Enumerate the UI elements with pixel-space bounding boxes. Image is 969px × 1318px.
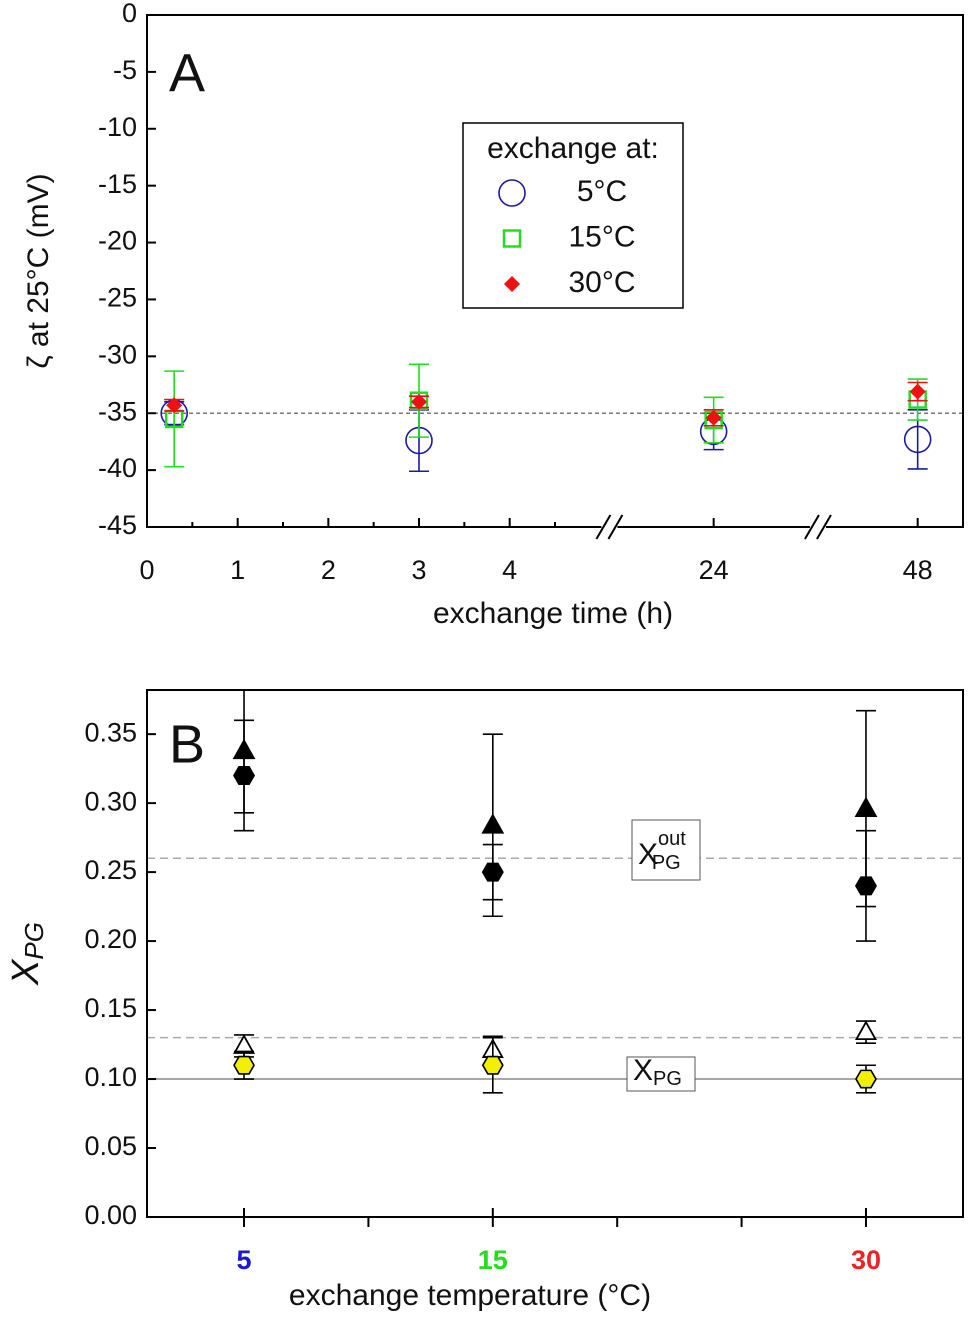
legend-label: 30°C	[568, 266, 635, 299]
legend-title: exchange at:	[487, 132, 659, 165]
marker	[855, 1069, 877, 1089]
annotation: Xout PG	[638, 828, 686, 874]
y-axis-label-sub: PG	[19, 922, 49, 960]
marker	[166, 397, 183, 414]
y-axis-label-text: X	[5, 958, 47, 986]
marker	[909, 383, 926, 400]
x-tick-label: 24	[699, 555, 729, 585]
y-tick-label: -20	[98, 226, 137, 256]
legend-label: 5°C	[577, 175, 627, 208]
y-axis-label: XPG	[5, 922, 49, 986]
y-tick-label: 0.35	[84, 717, 137, 747]
marker	[854, 1020, 878, 1041]
y-tick-label: -45	[98, 510, 137, 540]
x-tick-label: 15	[478, 1245, 508, 1275]
y-tick-label: 0.25	[84, 855, 137, 885]
marker	[481, 1055, 504, 1075]
y-axis-label-text: ζ at 25°C (mV)	[22, 173, 55, 368]
annotation-box	[631, 819, 701, 881]
panel-label: A	[169, 43, 205, 103]
legend-box	[462, 122, 684, 309]
annotation-text: X	[638, 838, 658, 871]
axis-break-mark	[595, 514, 612, 540]
annotation-sub: PG	[652, 852, 681, 874]
axis-break-gap	[809, 524, 826, 530]
y-tick-label: 0.15	[84, 993, 137, 1023]
marker	[481, 813, 505, 834]
marker	[903, 425, 932, 454]
annotation: XPG	[633, 1054, 682, 1090]
x-tick-label: 2	[321, 555, 336, 585]
plot-frame	[146, 689, 964, 1218]
y-tick-label: -25	[98, 283, 137, 313]
y-tick-label: 0.20	[84, 924, 137, 954]
annotation-text: X	[633, 1054, 653, 1087]
y-tick-label: 0	[122, 0, 137, 28]
x-tick-label: 3	[411, 555, 426, 585]
x-axis-label: exchange time (h)	[433, 597, 673, 630]
y-tick-label: 0.10	[84, 1062, 137, 1092]
marker	[232, 1034, 256, 1054]
marker	[233, 1055, 255, 1075]
y-tick-label: 0.30	[84, 786, 137, 816]
y-tick-label: -35	[98, 396, 137, 426]
annotation-box	[626, 1056, 696, 1092]
x-tick-label: 0	[139, 555, 154, 585]
y-tick-label: -15	[98, 169, 137, 199]
marker	[705, 409, 722, 426]
annotation-sub: PG	[653, 1068, 682, 1090]
annotation-sup: out	[658, 828, 686, 850]
y-tick-label: -30	[98, 339, 137, 369]
legend-label: 15°C	[568, 220, 635, 253]
marker	[498, 179, 526, 207]
y-tick-label: 0.00	[84, 1200, 137, 1230]
axis-break-mark	[816, 514, 832, 540]
marker	[411, 393, 427, 410]
y-tick-label: 0.05	[84, 1131, 137, 1161]
x-tick-label: 5	[237, 1245, 252, 1275]
y-tick-label: -10	[98, 112, 137, 142]
x-tick-label: 1	[230, 555, 245, 585]
marker	[854, 796, 878, 818]
x-tick-label: 48	[903, 555, 933, 585]
y-tick-label: -5	[113, 55, 137, 85]
x-tick-label: 4	[502, 555, 517, 585]
marker	[502, 229, 522, 248]
y-tick-label: -40	[98, 453, 137, 483]
axis-break-mark	[607, 514, 624, 540]
axis-break-mark	[804, 514, 820, 540]
error-bar	[164, 370, 185, 468]
panel-label: B	[169, 714, 205, 774]
y-axis-label: ζ at 25°C (mV)	[22, 173, 55, 368]
marker	[854, 876, 877, 896]
axis-break-gap	[601, 524, 618, 530]
x-axis-label: exchange temperature (°C)	[289, 1279, 651, 1312]
marker	[481, 862, 504, 882]
marker	[504, 276, 520, 292]
x-tick-label: 30	[851, 1245, 881, 1275]
marker	[233, 766, 256, 786]
